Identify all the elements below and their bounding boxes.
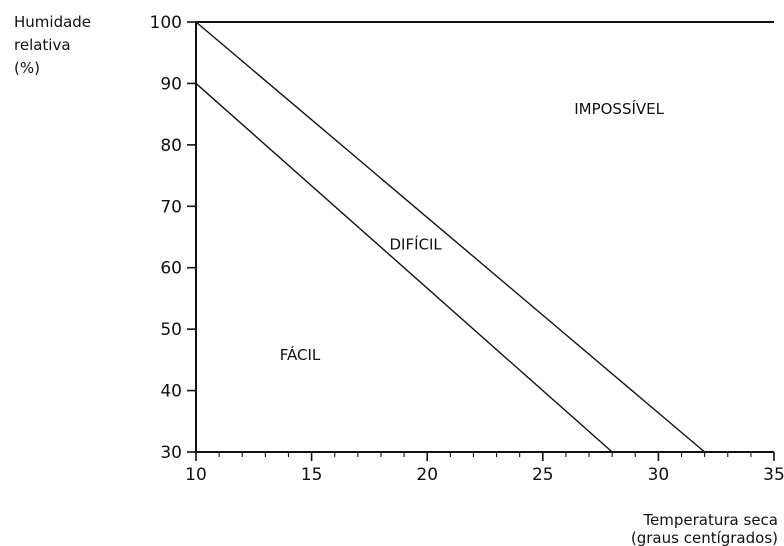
y-axis-title-line-2: relativa [14,36,71,54]
x-axis-title-line-1: Temperatura seca [642,511,778,529]
x-tick-label: 20 [416,465,438,485]
y-tick-label: 80 [160,136,182,156]
y-tick-label: 90 [160,74,182,94]
x-axis-title: Temperatura seca (graus centígrados) [631,511,778,546]
x-axis-title-line-2: (graus centígrados) [631,529,778,546]
region-label: DIFÍCIL [389,234,442,253]
boundary-line-2 [195,21,706,453]
x-tick-label: 10 [185,465,207,485]
y-tick-label: 50 [160,320,182,340]
axes: 30 40 50 60 70 80 90 100 10 15 20 25 30 35 [150,13,784,485]
region-label: IMPOSSÍVEL [574,99,664,118]
series-layer [195,21,706,453]
x-tick-label: 15 [301,465,323,485]
y-tick-label: 60 [160,259,182,279]
x-tick-label: 30 [648,465,670,485]
y-tick-label: 70 [160,197,182,217]
y-axis-title-line-1: Humidade [14,13,91,31]
region-label: FÁCIL [280,345,321,364]
y-axis-title-line-3: (%) [14,59,40,77]
y-axis-title: Humidade relativa (%) [14,13,91,77]
x-tick-label: 35 [763,465,784,485]
boundary-line-1 [195,82,613,453]
region-labels: FÁCIL DIFÍCIL IMPOSSÍVEL [280,99,665,364]
y-tick-label: 40 [160,382,182,402]
y-tick-label: 30 [160,443,182,463]
y-tick-label: 100 [150,13,182,33]
x-tick-label: 25 [532,465,554,485]
